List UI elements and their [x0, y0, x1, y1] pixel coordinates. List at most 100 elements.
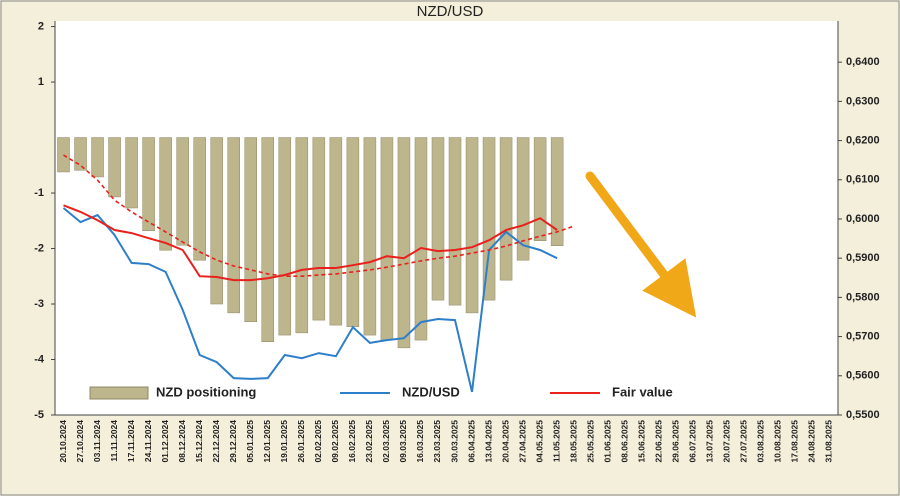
- x-tick-label: 20.07.2025: [722, 420, 732, 463]
- y2-tick-label: 0,5900: [846, 252, 880, 264]
- x-tick-label: 22.12.2024: [211, 420, 221, 463]
- bar: [142, 137, 155, 232]
- bar: [380, 137, 394, 341]
- x-tick-label: 09.02.2025: [330, 420, 340, 463]
- y-tick-label: 1: [38, 76, 44, 88]
- y2-tick-label: 0,6000: [846, 213, 880, 225]
- y2-tick-label: 0,6400: [846, 56, 880, 68]
- bar: [261, 137, 275, 342]
- x-tick-label: 01.12.2024: [160, 420, 170, 463]
- bar: [295, 137, 309, 334]
- y2-tick-label: 0,6200: [846, 134, 880, 146]
- x-tick-label: 20.04.2025: [500, 420, 510, 463]
- bar: [91, 137, 104, 178]
- x-tick-label: 27.07.2025: [739, 420, 749, 463]
- y-tick-label: -4: [34, 353, 45, 365]
- x-tick-label: 22.06.2025: [654, 420, 664, 463]
- x-tick-label: 09.03.2025: [398, 420, 408, 463]
- plot-area: [55, 21, 838, 415]
- x-tick-label: 13.04.2025: [483, 420, 493, 463]
- x-tick-label: 11.11.2024: [109, 420, 119, 462]
- x-tick-label: 23.03.2025: [432, 420, 442, 463]
- legend-label: NZD positioning: [156, 384, 256, 399]
- x-tick-label: 15.06.2025: [637, 420, 647, 463]
- bar: [329, 137, 343, 326]
- x-tick-label: 05.01.2025: [245, 420, 255, 463]
- x-tick-label: 27.10.2024: [75, 420, 85, 463]
- bar: [499, 137, 513, 281]
- bar: [227, 137, 240, 314]
- x-tick-label: 17.08.2025: [790, 420, 800, 463]
- y2-tick-label: 0,5800: [846, 291, 880, 303]
- x-tick-label: 15.12.2024: [194, 420, 204, 463]
- x-tick-label: 26.01.2025: [296, 420, 306, 463]
- bar: [482, 137, 496, 301]
- bar: [431, 137, 445, 301]
- x-tick-label: 19.01.2025: [279, 420, 289, 463]
- x-tick-label: 02.02.2025: [313, 420, 323, 463]
- bar: [176, 137, 189, 246]
- bar: [210, 137, 223, 305]
- bar: [414, 137, 428, 341]
- x-tick-label: 24.08.2025: [807, 420, 817, 463]
- bar: [108, 137, 121, 198]
- x-tick-label: 31.08.2025: [824, 420, 834, 463]
- y2-tick-label: 0,5600: [846, 370, 880, 382]
- x-tick-label: 06.04.2025: [466, 420, 476, 463]
- y2-tick-label: 0,6300: [846, 95, 880, 107]
- y-tick-label: -5: [34, 409, 44, 421]
- x-tick-label: 25.05.2025: [585, 420, 595, 463]
- legend-label: NZD/USD: [402, 384, 460, 399]
- x-tick-label: 03.11.2024: [92, 420, 102, 462]
- bar: [397, 137, 411, 349]
- bar: [533, 137, 547, 242]
- x-tick-label: 23.02.2025: [364, 420, 374, 463]
- bar: [74, 137, 87, 171]
- x-tick-label: 29.12.2024: [228, 420, 238, 463]
- x-tick-label: 04.05.2025: [534, 420, 544, 463]
- y-tick-label: -3: [34, 298, 44, 310]
- y-tick-label: -1: [34, 187, 44, 199]
- x-tick-label: 16.03.2025: [415, 420, 425, 463]
- x-tick-label: 29.06.2025: [671, 420, 681, 463]
- x-tick-label: 16.02.2025: [347, 420, 357, 463]
- arrow: [585, 171, 697, 318]
- bar: [159, 137, 172, 251]
- x-tick-label: 17.11.2024: [126, 420, 136, 462]
- y-tick-label: -2: [34, 242, 44, 254]
- bar: [312, 137, 326, 321]
- x-tick-label: 03.08.2025: [756, 420, 766, 463]
- x-tick-label: 08.12.2024: [177, 420, 187, 463]
- x-tick-label: 11.05.2025: [551, 420, 561, 462]
- x-tick-label: 01.06.2025: [602, 420, 612, 463]
- y2-tick-label: 0,5700: [846, 330, 880, 342]
- bar: [363, 137, 377, 336]
- x-tick-label: 08.06.2025: [619, 420, 629, 463]
- x-tick-label: 24.11.2024: [143, 420, 153, 462]
- bar: [193, 137, 206, 261]
- marks: [57, 137, 575, 393]
- line: [63, 204, 558, 282]
- x-tick-label: 13.07.2025: [705, 420, 715, 463]
- bar: [125, 137, 138, 209]
- x-tick-label: 18.05.2025: [568, 420, 578, 463]
- bar: [448, 137, 462, 306]
- bar: [57, 137, 70, 173]
- line: [63, 154, 575, 277]
- x-tick-label: 02.03.2025: [381, 420, 391, 463]
- bar: [278, 137, 292, 336]
- bar: [465, 137, 479, 314]
- y-tick-label: 2: [38, 20, 44, 32]
- x-tick-label: 12.01.2025: [262, 420, 272, 463]
- x-tick-label: 27.04.2025: [517, 420, 527, 463]
- y2-tick-label: 0,5500: [846, 409, 880, 421]
- bar: [346, 137, 360, 328]
- legend-swatch: [89, 386, 149, 400]
- chart-title: NZD/USD: [417, 3, 484, 20]
- bar: [244, 137, 257, 323]
- x-tick-label: 20.10.2024: [58, 420, 68, 463]
- x-tick-label: 30.03.2025: [449, 420, 459, 463]
- x-tick-label: 06.07.2025: [688, 420, 698, 463]
